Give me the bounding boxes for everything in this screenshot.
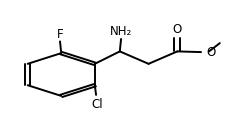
Text: Cl: Cl: [92, 98, 103, 111]
Text: F: F: [57, 28, 63, 41]
Text: O: O: [173, 22, 182, 36]
Text: NH₂: NH₂: [110, 25, 132, 38]
Text: O: O: [206, 46, 216, 59]
